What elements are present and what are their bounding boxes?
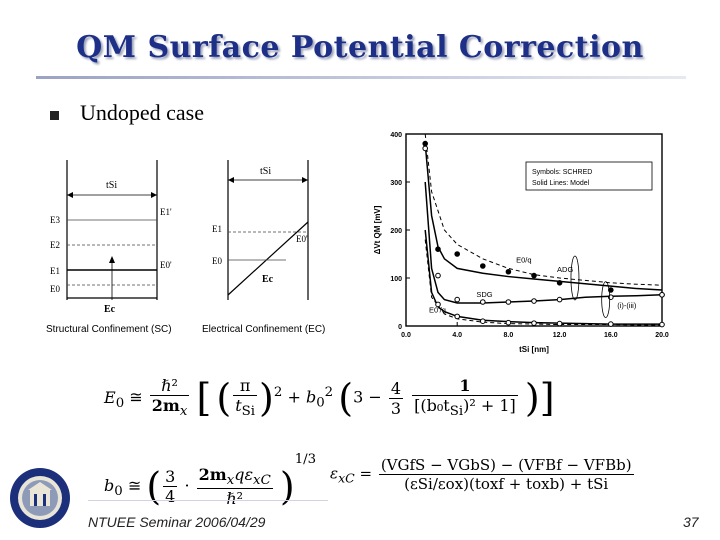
chart-annotation: (i)-(iii) [617, 301, 637, 310]
hbar-frac: ℏ² 2mx [149, 376, 190, 420]
equation-b0: b0 ≅ (3 4 · 2mxqεxC ℏ² )1/3 [104, 452, 317, 509]
footer-rule [88, 500, 328, 501]
x-tick-label: 8.0 [504, 332, 514, 339]
data-point [505, 268, 512, 275]
ec-tsi-label: tSi [260, 166, 271, 177]
sc-level-e1: E1 [50, 266, 60, 276]
chart-annotation: E0'/q [429, 306, 446, 315]
sc-level-e1prime: E1' [160, 207, 172, 217]
data-point [505, 319, 512, 326]
legend-entry: Solid Lines: Model [532, 180, 590, 187]
ec-level-e1: E1 [212, 224, 222, 234]
sc-tsi-label: tSi [106, 180, 117, 191]
sc-level-e3: E3 [50, 215, 60, 225]
page-number: 37 [683, 514, 699, 530]
sc-level-e2: E2 [50, 240, 60, 250]
data-point [505, 299, 512, 305]
y-axis-label: ΔVt QM [mV] [373, 205, 382, 254]
data-point [556, 320, 563, 327]
series-line [424, 229, 662, 325]
x-tick-label: 16.0 [604, 332, 618, 339]
sc-level-e0prime: E0' [160, 260, 172, 270]
x-axis-label: tSi [nm] [519, 345, 549, 354]
x-tick-label: 20.0 [655, 332, 669, 339]
data-point [608, 321, 614, 327]
data-point [531, 272, 537, 279]
data-point [659, 321, 665, 328]
data-point [435, 301, 441, 308]
structural-confinement-diagram: tSi E3 E2 E1 E0 E1' E0' Ec Structural Co… [46, 160, 172, 335]
bullet-text: Undoped case [80, 100, 205, 125]
series-line [424, 239, 662, 326]
approx-sign: ≅ [129, 387, 143, 407]
slide-title: QM Surface Potential Correction [76, 30, 644, 65]
data-point [480, 299, 486, 305]
legend-entry: Symbols: SCHRED [532, 169, 592, 176]
delta-vt-chart: 0.0 4.0 8.0 12.0 16.0 20.0 0 100 200 300 400 tSi [n… [373, 132, 669, 354]
data-point [556, 296, 563, 303]
chart-annotation: E0/q [516, 256, 531, 265]
equation-exc: εxC = (VGfS − VGbS) − (VFBf − VFBb) (εSi/… [330, 456, 634, 493]
data-point [435, 246, 441, 252]
data-point [422, 140, 429, 147]
sc-ec-label: Ec [104, 304, 116, 315]
ec-level-e0prime: E0' [296, 234, 308, 244]
chart-annotation: SDG [476, 290, 492, 299]
y-tick-label: 400 [390, 132, 402, 139]
data-point [480, 318, 486, 324]
y-tick-label: 0 [398, 324, 402, 331]
e0-lhs: E0 [104, 387, 125, 411]
x-tick-label: 4.0 [452, 332, 462, 339]
data-point [556, 280, 563, 286]
ec-level-e0: E0 [212, 256, 222, 266]
data-point [422, 145, 429, 152]
x-tick-label: 12.0 [553, 332, 567, 339]
title-underline [36, 76, 686, 79]
bullet-marker [50, 111, 59, 120]
sc-caption: Structural Confinement (SC) [46, 324, 172, 335]
data-point [454, 313, 460, 320]
chart-annotation: ADG [557, 265, 573, 274]
data-point [608, 287, 614, 293]
data-point [480, 263, 486, 269]
data-point [659, 292, 665, 298]
y-tick-label: 200 [390, 228, 402, 235]
data-point [454, 251, 460, 257]
series-line [424, 133, 663, 286]
data-point [531, 320, 537, 326]
inner-frac: 1 [(b₀tSi)² + 1] [412, 376, 518, 420]
ec-ec-label: Ec [262, 274, 274, 285]
series-line [424, 181, 663, 304]
data-point [454, 296, 460, 303]
y-tick-label: 300 [390, 180, 402, 187]
ec-caption: Electrical Confinement (EC) [202, 324, 325, 335]
x-tick-label: 0.0 [401, 332, 411, 339]
electrical-confinement-diagram: tSi E1 E0 E0' Ec Electrical Confinement … [202, 160, 325, 335]
pi-frac: π tSi [233, 376, 258, 420]
university-seal-logo [10, 468, 70, 528]
sc-level-e0: E0 [50, 284, 60, 294]
data-point [435, 272, 441, 279]
y-tick-label: 100 [390, 276, 402, 283]
data-point [531, 298, 537, 304]
annotation-ellipse [570, 255, 580, 301]
annotation-ellipse [601, 281, 611, 319]
legend-box [525, 161, 653, 191]
footer-text: NTUEE Seminar 2006/04/29 [88, 514, 266, 530]
